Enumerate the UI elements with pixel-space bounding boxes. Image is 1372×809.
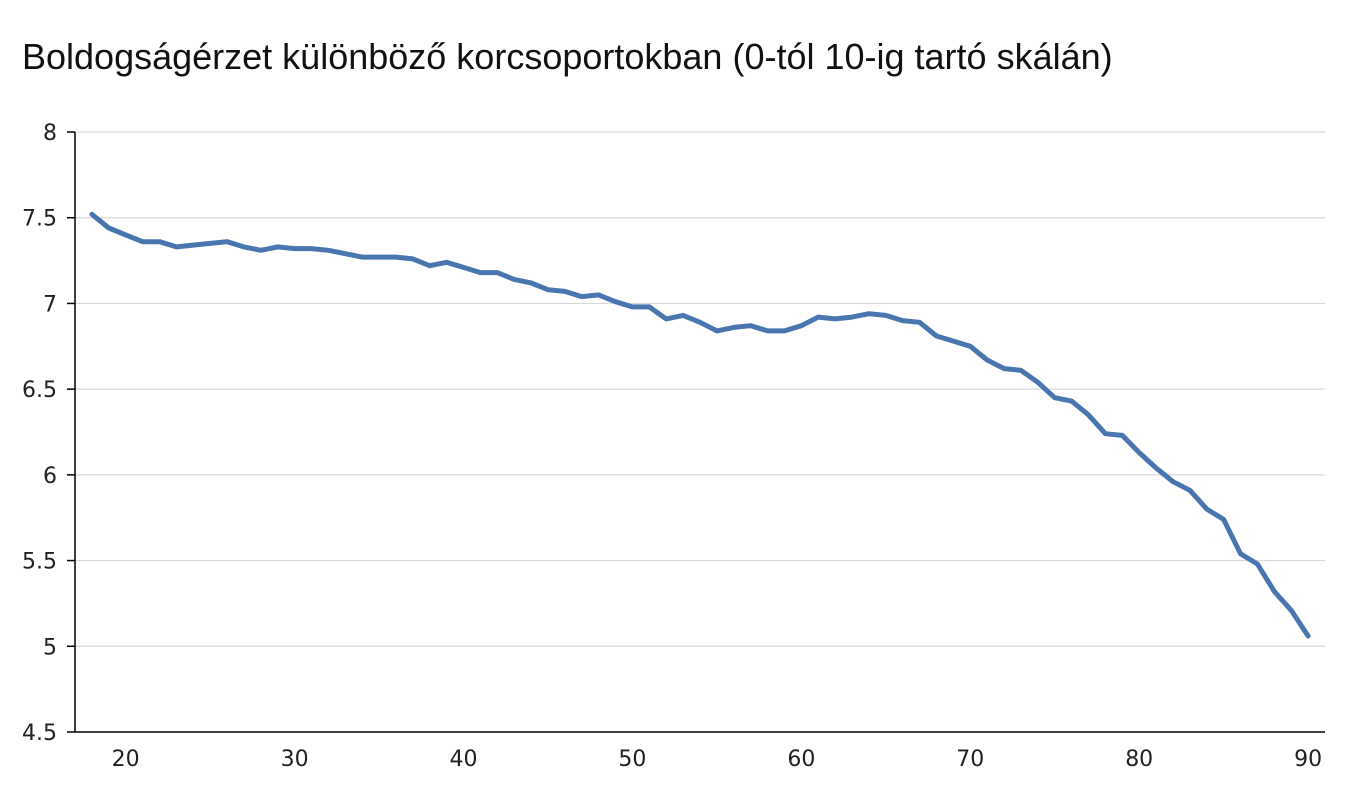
x-tick-label: 90 bbox=[1294, 747, 1322, 772]
x-tick-label: 40 bbox=[450, 747, 478, 772]
y-tick-label: 5.5 bbox=[22, 550, 57, 575]
x-tick-label: 30 bbox=[281, 747, 309, 772]
y-tick-label: 8 bbox=[43, 121, 57, 146]
x-tick-label: 70 bbox=[956, 747, 984, 772]
y-axis-ticks: 4.5 5 5.5 6 6.5 7 7.5 8 bbox=[22, 121, 75, 746]
y-tick-label: 7.5 bbox=[22, 207, 57, 232]
y-tick-label: 5 bbox=[43, 635, 57, 660]
series-group bbox=[89, 211, 1311, 639]
axes bbox=[74, 132, 1325, 733]
y-tick-label: 6.5 bbox=[22, 378, 57, 403]
y-tick-label: 4.5 bbox=[22, 721, 57, 746]
chart-title: Boldogságérzet különböző korcsoportokban… bbox=[22, 36, 1113, 77]
x-tick-label: 50 bbox=[618, 747, 646, 772]
series-line bbox=[89, 211, 1311, 639]
x-tick-label: 60 bbox=[787, 747, 815, 772]
x-tick-label: 20 bbox=[112, 747, 140, 772]
gridlines bbox=[75, 131, 1325, 647]
x-tick-label: 80 bbox=[1125, 747, 1153, 772]
y-tick-label: 7 bbox=[43, 292, 57, 317]
x-axis-ticks: 20 30 40 50 60 70 80 90 bbox=[112, 747, 1322, 772]
y-tick-label: 6 bbox=[43, 464, 57, 489]
